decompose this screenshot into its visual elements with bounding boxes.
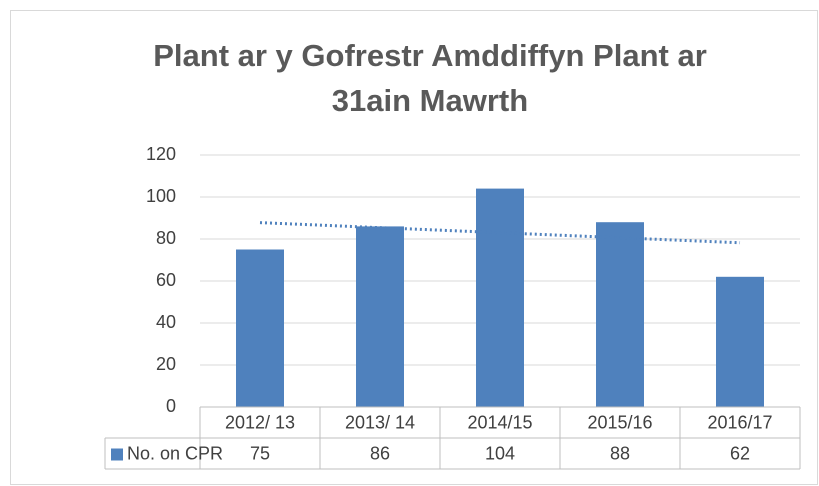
table-value: 86 xyxy=(370,443,390,463)
x-tick-label: 2012/ 13 xyxy=(225,412,295,432)
table-value: 62 xyxy=(730,443,750,463)
bar xyxy=(236,249,284,407)
bar xyxy=(476,188,524,407)
y-tick-label: 120 xyxy=(146,144,176,164)
x-tick-label: 2016/17 xyxy=(707,412,772,432)
table-value: 75 xyxy=(250,443,270,463)
x-tick-label: 2015/16 xyxy=(587,412,652,432)
bar xyxy=(356,226,404,407)
y-tick-label: 60 xyxy=(156,270,176,290)
chart-title: 31ain Mawrth xyxy=(332,83,528,118)
y-tick-label: 0 xyxy=(166,396,176,416)
chart-title: Plant ar y Gofrestr Amddiffyn Plant ar xyxy=(153,38,707,73)
bar xyxy=(716,276,764,407)
x-tick-label: 2013/ 14 xyxy=(345,412,415,432)
table-value: 88 xyxy=(610,443,630,463)
x-tick-label: 2014/15 xyxy=(467,412,532,432)
y-tick-label: 20 xyxy=(156,354,176,374)
y-tick-label: 100 xyxy=(146,186,176,206)
legend-label: No. on CPR xyxy=(127,443,223,463)
table-value: 104 xyxy=(485,443,515,463)
y-tick-label: 40 xyxy=(156,312,176,332)
legend-swatch xyxy=(111,448,123,461)
bar xyxy=(596,222,644,407)
trendline xyxy=(259,221,741,245)
chart-border xyxy=(10,10,818,485)
y-tick-label: 80 xyxy=(156,228,176,248)
